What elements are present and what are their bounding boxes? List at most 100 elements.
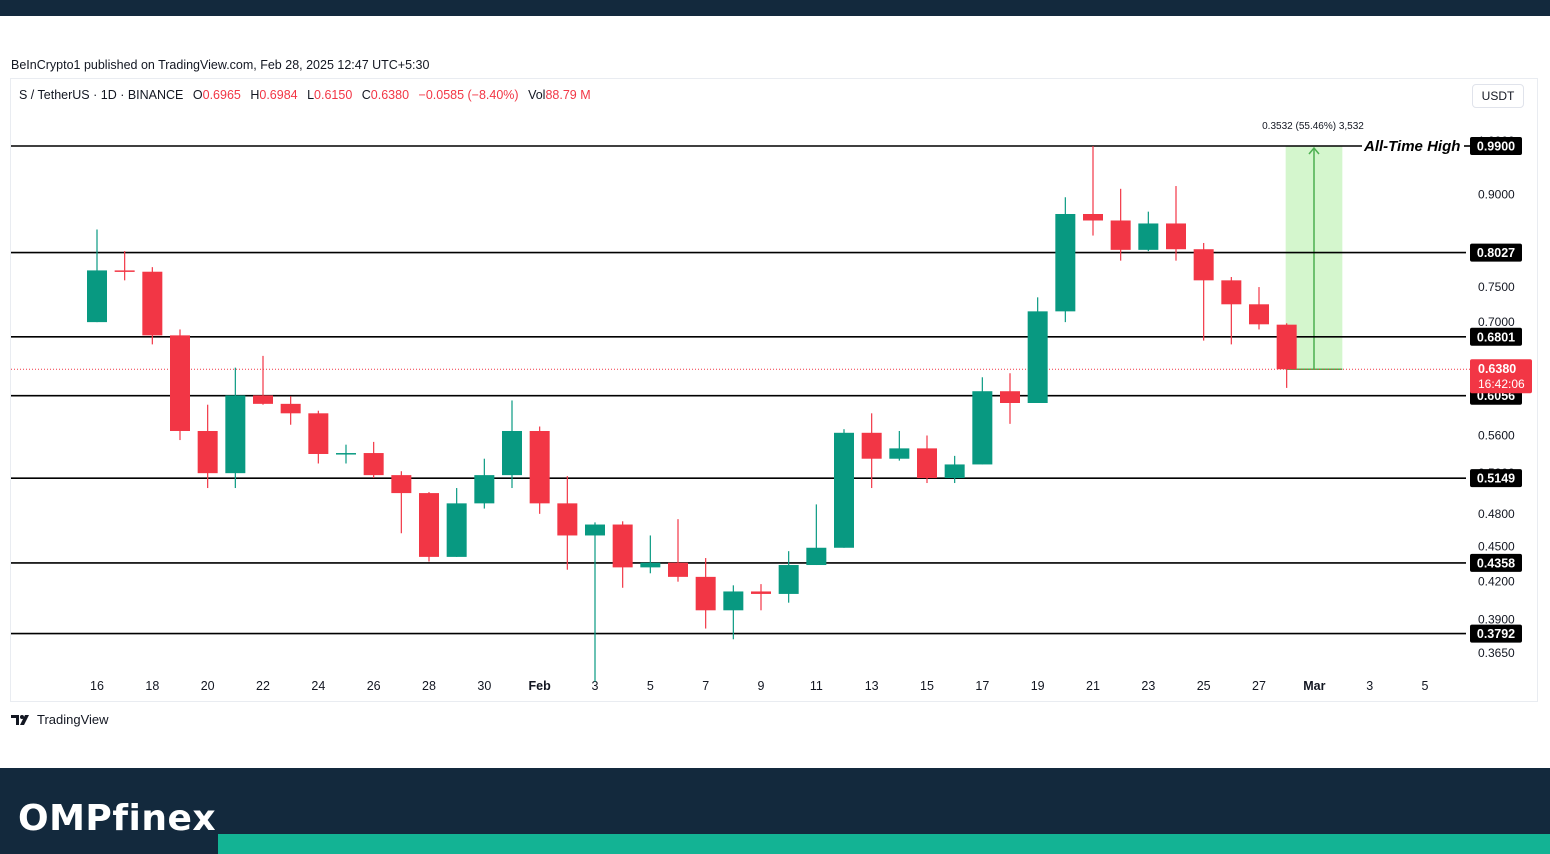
countdown-label: 16:42:06 xyxy=(1478,377,1525,391)
x-tick-label: 18 xyxy=(145,679,159,693)
chart-frame xyxy=(10,78,1538,702)
candle-body xyxy=(944,464,965,479)
x-tick-label: 13 xyxy=(865,679,879,693)
high-value: 0.6984 xyxy=(259,88,298,102)
x-tick-label: 23 xyxy=(1141,679,1155,693)
candle-body xyxy=(363,453,384,476)
symbol-name[interactable]: S / TetherUS · 1D · BINANCE xyxy=(19,88,184,102)
x-tick-label: 30 xyxy=(477,679,491,693)
y-tick-label: 0.5600 xyxy=(1478,429,1515,443)
x-tick-label: 22 xyxy=(256,679,270,693)
x-tick-label: 5 xyxy=(1422,679,1429,693)
candle-body xyxy=(861,432,882,459)
x-tick-label: 16 xyxy=(90,679,104,693)
measure-arrow-head xyxy=(1308,146,1320,155)
ompfinex-logo: OMPfinex xyxy=(18,798,217,839)
published-line: BeInCrypto1 published on TradingView.com… xyxy=(11,58,430,72)
candle-body xyxy=(1027,311,1048,403)
level-price-tag xyxy=(1470,137,1522,155)
current-price-label: 0.6380 xyxy=(1478,362,1516,376)
level-price-label: 0.8027 xyxy=(1477,246,1515,260)
candle-body xyxy=(1221,280,1242,305)
candle-body xyxy=(308,413,329,454)
candle-body xyxy=(695,576,716,611)
candle-body xyxy=(612,524,633,568)
y-tick-label: 0.7500 xyxy=(1478,280,1515,294)
level-price-label: 0.9900 xyxy=(1477,140,1515,154)
x-tick-label: Feb xyxy=(529,679,552,693)
low-value: 0.6150 xyxy=(314,88,353,102)
candle-body xyxy=(529,430,550,504)
candle-body xyxy=(1110,220,1131,250)
candle-body xyxy=(474,475,495,504)
y-tick-label: 0.4800 xyxy=(1478,507,1515,521)
candle-body xyxy=(419,493,439,557)
x-tick-label: 21 xyxy=(1086,679,1100,693)
close-label: C xyxy=(361,88,371,102)
x-tick-label: 17 xyxy=(975,679,989,693)
x-tick-label: 5 xyxy=(647,679,654,693)
candlestick-chart[interactable]: 0.36500.39000.42000.45000.48000.52000.56… xyxy=(0,0,1550,768)
candle-body xyxy=(1138,223,1159,250)
y-tick-label: 0.4500 xyxy=(1478,540,1515,554)
y-tick-label: 0.7000 xyxy=(1478,315,1515,329)
ath-annotation: All-Time High xyxy=(1363,138,1460,155)
x-tick-label: 7 xyxy=(702,679,709,693)
tradingview-label: TradingView xyxy=(37,712,109,727)
candle-body xyxy=(972,391,993,465)
level-price-tag xyxy=(1470,469,1522,488)
x-tick-label: 28 xyxy=(422,679,436,693)
candle-body xyxy=(834,432,854,548)
open-label: O xyxy=(192,88,203,102)
close-value: 0.6380 xyxy=(370,88,410,102)
x-tick-label: 9 xyxy=(758,679,765,693)
x-tick-label: 15 xyxy=(920,679,934,693)
x-tick-label: 20 xyxy=(201,679,215,693)
x-tick-label: 25 xyxy=(1197,679,1211,693)
level-price-label: 0.4358 xyxy=(1477,556,1515,570)
x-tick-label: 3 xyxy=(1366,679,1373,693)
candle-body xyxy=(280,403,301,414)
x-tick-label: Mar xyxy=(1303,679,1325,693)
x-tick-label: 19 xyxy=(1031,679,1045,693)
candle-body xyxy=(253,395,273,404)
candle-body xyxy=(391,475,412,494)
y-tick-label: 0.3650 xyxy=(1478,646,1515,660)
candle-body xyxy=(1000,391,1020,403)
x-tick-label: 3 xyxy=(592,679,599,693)
candle-body xyxy=(668,562,688,577)
candle-body xyxy=(336,453,356,455)
candle-body xyxy=(751,591,771,594)
symbol-legend: S / TetherUS · 1D · BINANCE O0.6965 H0.6… xyxy=(19,88,591,102)
x-tick-label: 27 xyxy=(1252,679,1266,693)
candle-body xyxy=(1055,213,1076,312)
candle-body xyxy=(1083,213,1103,221)
candle-body xyxy=(114,270,135,272)
candle-body xyxy=(225,395,246,474)
tradingview-brand[interactable]: TradingView xyxy=(11,712,109,727)
x-tick-label: 24 xyxy=(311,679,325,693)
y-tick-label: 0.3900 xyxy=(1478,612,1515,626)
candle-body xyxy=(723,591,744,611)
candle-body xyxy=(170,335,190,431)
high-label: H xyxy=(250,88,260,102)
open-value: 0.6965 xyxy=(202,88,241,102)
level-price-label: 0.6801 xyxy=(1477,330,1515,344)
candle-body xyxy=(1193,249,1214,281)
low-label: L xyxy=(307,88,315,102)
current-price-tag xyxy=(1470,359,1532,394)
candle-body xyxy=(142,271,163,336)
candle-body xyxy=(197,430,218,474)
currency-button[interactable]: USDT xyxy=(1472,84,1524,108)
level-price-tag xyxy=(1470,243,1522,262)
candle-body xyxy=(778,565,799,594)
level-price-label: 0.5149 xyxy=(1477,472,1515,486)
candle-body xyxy=(1249,304,1269,325)
x-tick-label: 11 xyxy=(810,679,823,693)
candle-body xyxy=(889,448,910,459)
candle-body xyxy=(806,547,827,566)
candle-body xyxy=(1276,324,1297,370)
tradingview-logo-icon xyxy=(11,714,29,725)
level-price-tag xyxy=(1470,553,1522,572)
candle-body xyxy=(585,524,605,536)
